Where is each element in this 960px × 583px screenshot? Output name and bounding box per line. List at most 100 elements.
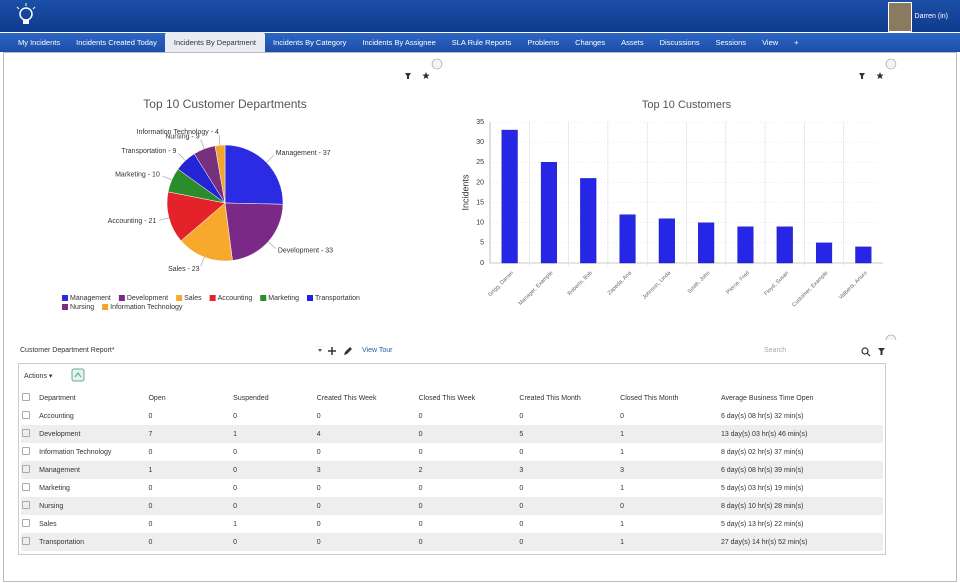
- legend-item[interactable]: Marketing: [260, 295, 299, 302]
- row-checkbox[interactable]: [22, 537, 30, 545]
- tab[interactable]: Problems: [527, 38, 560, 47]
- tab[interactable]: Sessions: [715, 38, 747, 47]
- table-cell: 0: [418, 502, 423, 510]
- edit-icon[interactable]: [344, 347, 352, 355]
- data-label: Sales - 23: [168, 266, 200, 273]
- filter-icon[interactable]: [405, 73, 411, 79]
- table-cell: 0: [316, 502, 321, 510]
- bar[interactable]: [855, 246, 872, 264]
- tab[interactable]: My Incidents: [18, 38, 61, 47]
- table-row[interactable]: Transportation 0 0 0 0 0 1 27 day(s) 14 hr(s) 5…: [21, 533, 883, 551]
- favorite-icon[interactable]: [422, 72, 430, 79]
- table-row[interactable]: Management 1 0 3 2 3 3 6 day(s) 08 hr(s) 39 min…: [21, 461, 883, 479]
- dropdown-icon[interactable]: [318, 349, 322, 352]
- bar[interactable]: [501, 129, 518, 264]
- search-icon[interactable]: [861, 347, 869, 355]
- legend-item[interactable]: Accounting: [209, 295, 253, 302]
- bar[interactable]: [540, 162, 558, 264]
- column-header[interactable]: Open: [148, 394, 166, 402]
- tab[interactable]: Changes: [575, 38, 606, 47]
- charts: Top 10 Customer Departments Management - …: [62, 58, 897, 340]
- tab[interactable]: Assets: [621, 38, 644, 47]
- column-header[interactable]: Created This Week: [316, 394, 377, 402]
- table-row[interactable]: Information Technology 0 0 0 0 0 1 8 day(s) 02 …: [21, 443, 883, 461]
- avatar[interactable]: [888, 2, 912, 32]
- bar[interactable]: [776, 226, 793, 264]
- legend-swatch: [62, 304, 68, 310]
- menu-button[interactable]: [885, 334, 897, 340]
- table-cell: 27 day(s) 14 hr(s) 52 min(s): [720, 538, 808, 546]
- table-row[interactable]: Nursing 0 0 0 0 0 0 8 day(s) 10 hr(s) 28 min(s): [21, 497, 883, 515]
- row-checkbox[interactable]: [22, 465, 30, 473]
- table-cell: Accounting: [39, 412, 74, 420]
- x-tick-label: Manager, Example: [518, 270, 555, 307]
- tab[interactable]: Incidents By Category: [272, 38, 347, 47]
- favorite-icon[interactable]: [876, 72, 884, 79]
- table-body: Accounting 0 0 0 0 0 0 6 day(s) 08 hr(s) 32 min…: [21, 407, 883, 551]
- x-tick-label: Roberts, Bob: [567, 270, 594, 297]
- table-cell: 3: [519, 466, 524, 474]
- report-table: Department Open Suspended Created This Week…: [21, 389, 883, 551]
- column-header[interactable]: Closed This Week: [418, 394, 476, 402]
- table-row[interactable]: Marketing 0 0 0 0 0 1 5 day(s) 03 hr(s) 19 min(…: [21, 479, 883, 497]
- table-row[interactable]: Accounting 0 0 0 0 0 0 6 day(s) 08 hr(s) 32 min…: [21, 407, 883, 425]
- select-all-checkbox[interactable]: [22, 393, 30, 401]
- legend-item[interactable]: Nursing: [62, 304, 94, 311]
- legend-item[interactable]: Development: [118, 295, 168, 302]
- column-header[interactable]: Closed This Month: [620, 394, 679, 402]
- legend-item[interactable]: Management: [62, 295, 111, 302]
- column-header[interactable]: Created This Month: [519, 394, 581, 402]
- search-tools: [861, 347, 885, 357]
- table-cell: 0: [316, 412, 321, 420]
- table-row[interactable]: Development 7 1 4 0 5 1 13 day(s) 03 hr(s) 46 m…: [21, 425, 883, 443]
- table-cell: 8 day(s) 10 hr(s) 28 min(s): [720, 502, 804, 510]
- table-cell: 0: [519, 448, 524, 456]
- column-header[interactable]: Suspended: [233, 394, 269, 402]
- bar[interactable]: [619, 214, 636, 264]
- column-header[interactable]: Average Business Time Open: [720, 394, 814, 402]
- x-tick-label: Customer, Example: [791, 270, 829, 308]
- table-cell: 5 day(s) 13 hr(s) 22 min(s): [720, 520, 804, 528]
- export-icon[interactable]: [71, 368, 85, 382]
- filter-icon[interactable]: [859, 73, 865, 79]
- checkbox-cell: [21, 461, 38, 479]
- search-input[interactable]: Search: [764, 347, 787, 354]
- y-tick-label: 10: [476, 220, 484, 227]
- row-checkbox[interactable]: [22, 411, 30, 419]
- legend-label: Development: [127, 295, 168, 302]
- tab[interactable]: Incidents By Assignee: [362, 38, 436, 47]
- add-icon[interactable]: [328, 347, 336, 355]
- column-header[interactable]: Department: [39, 394, 76, 402]
- x-tick-label: Smith, John: [687, 270, 712, 295]
- row-checkbox[interactable]: [22, 519, 30, 527]
- row-checkbox[interactable]: [22, 429, 30, 437]
- tab[interactable]: Incidents By Department: [164, 32, 265, 53]
- row-checkbox[interactable]: [22, 447, 30, 455]
- bar[interactable]: [580, 178, 597, 264]
- actions-menu[interactable]: Actions ▾: [24, 373, 53, 380]
- bar[interactable]: [737, 226, 754, 264]
- user-name[interactable]: Darren (in): [914, 13, 948, 20]
- table-row[interactable]: Sales 0 1 0 0 0 1 5 day(s) 13 hr(s) 22 min(s): [21, 515, 883, 533]
- filter-icon[interactable]: [878, 348, 885, 355]
- legend-item[interactable]: Transportation: [307, 295, 360, 302]
- bar[interactable]: [815, 242, 833, 264]
- menu-button[interactable]: [885, 58, 897, 70]
- tab[interactable]: +: [794, 38, 799, 47]
- bar[interactable]: [698, 222, 715, 264]
- tab[interactable]: View: [762, 38, 779, 47]
- checkbox-cell: [21, 479, 38, 497]
- row-checkbox[interactable]: [22, 483, 30, 491]
- table-cell: 5: [519, 430, 524, 438]
- row-checkbox[interactable]: [22, 501, 30, 509]
- tab[interactable]: SLA Rule Reports: [451, 38, 512, 47]
- legend-item[interactable]: Sales: [176, 295, 202, 302]
- view-tour-link[interactable]: View Tour: [362, 347, 393, 354]
- tab[interactable]: Incidents Created Today: [76, 38, 157, 47]
- bar[interactable]: [658, 218, 675, 264]
- tab[interactable]: Discussions: [659, 38, 700, 47]
- menu-button[interactable]: [431, 58, 443, 70]
- report-title[interactable]: Customer Department Report*: [20, 347, 115, 354]
- legend-item[interactable]: Information Technology: [102, 304, 183, 311]
